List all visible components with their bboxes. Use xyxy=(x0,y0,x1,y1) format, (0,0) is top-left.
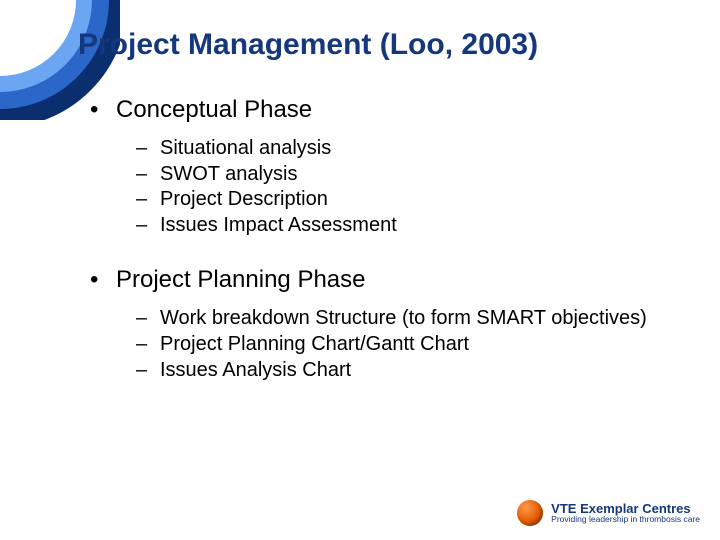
slide-body: • Conceptual Phase – Situational analysi… xyxy=(90,96,680,411)
bullet-l2: – Work breakdown Structure (to form SMAR… xyxy=(136,306,680,332)
bullet-marker: • xyxy=(90,96,116,124)
sub-item-text: Work breakdown Structure (to form SMART … xyxy=(160,306,680,332)
bullet-l1: • Project Planning Phase xyxy=(90,266,680,294)
sub-item-text: Issues Impact Assessment xyxy=(160,213,680,239)
logo-ball-icon xyxy=(517,500,543,526)
bullet-l2: – Situational analysis xyxy=(136,136,680,162)
bullet-l2: – SWOT analysis xyxy=(136,162,680,188)
bullet-marker: – xyxy=(136,187,160,213)
section-heading: Project Planning Phase xyxy=(116,266,366,294)
bullet-marker: – xyxy=(136,162,160,188)
sub-bullet-group: – Work breakdown Structure (to form SMAR… xyxy=(136,306,680,383)
bullet-marker: – xyxy=(136,213,160,239)
bullet-l1: • Conceptual Phase xyxy=(90,96,680,124)
bullet-marker: • xyxy=(90,266,116,294)
sub-item-text: Project Description xyxy=(160,187,680,213)
slide-title: Project Management (Loo, 2003) xyxy=(78,28,538,62)
bullet-l2: – Project Planning Chart/Gantt Chart xyxy=(136,332,680,358)
sub-item-text: SWOT analysis xyxy=(160,162,680,188)
sub-bullet-group: – Situational analysis – SWOT analysis –… xyxy=(136,136,680,238)
logo-title: VTE Exemplar Centres xyxy=(551,502,700,516)
bullet-marker: – xyxy=(136,332,160,358)
bullet-l2: – Project Description xyxy=(136,187,680,213)
sub-item-text: Project Planning Chart/Gantt Chart xyxy=(160,332,680,358)
logo-text: VTE Exemplar Centres Providing leadershi… xyxy=(551,502,700,525)
section-heading: Conceptual Phase xyxy=(116,96,312,124)
logo-tagline: Providing leadership in thrombosis care xyxy=(551,515,700,524)
bullet-marker: – xyxy=(136,306,160,332)
bullet-l2: – Issues Impact Assessment xyxy=(136,213,680,239)
sub-item-text: Situational analysis xyxy=(160,136,680,162)
bullet-marker: – xyxy=(136,136,160,162)
sub-item-text: Issues Analysis Chart xyxy=(160,358,680,384)
bullet-l2: – Issues Analysis Chart xyxy=(136,358,680,384)
footer-logo: VTE Exemplar Centres Providing leadershi… xyxy=(517,500,700,526)
bullet-marker: – xyxy=(136,358,160,384)
